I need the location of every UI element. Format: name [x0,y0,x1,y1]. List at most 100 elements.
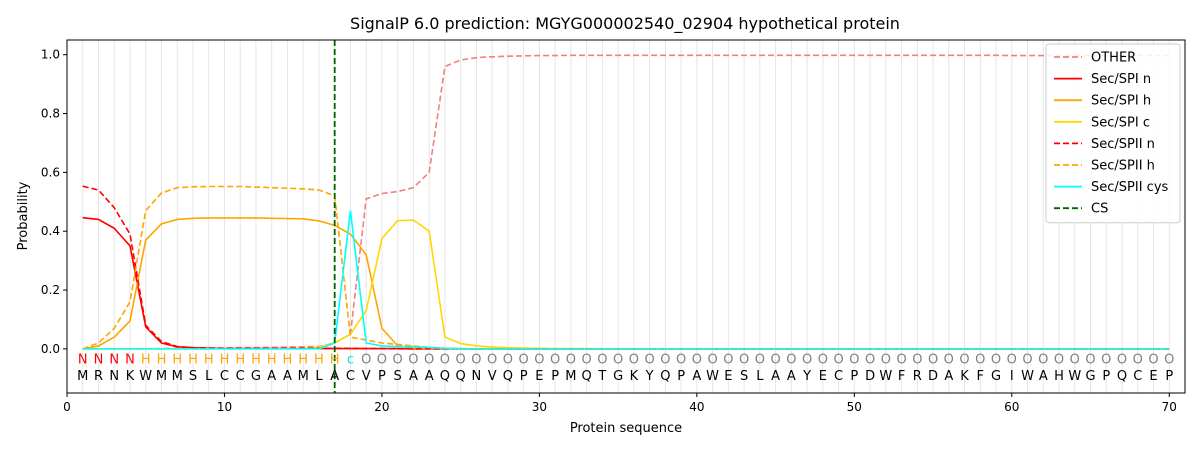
residue-letter: W [706,369,719,384]
residue-letter: E [1149,369,1157,384]
residue-letter: C [236,369,245,384]
region-label: O [566,353,576,368]
residue-letter: W [1068,369,1081,384]
region-label: O [896,353,906,368]
residue-letter: E [724,369,732,384]
region-label: O [1070,353,1080,368]
region-label: O [1085,353,1095,368]
residue-letter: P [378,369,386,384]
legend-label: OTHER [1091,51,1136,66]
region-label: N [125,353,135,368]
residue-letter: A [409,369,418,384]
residue-letter: S [189,369,197,384]
y-tick-label: 0.2 [41,283,60,297]
residue-letter: W [139,369,152,384]
residue-layer: NMNRNNNKHWHMHMHSHLHCHCHGHAHAHMHLHAcCOVOP… [77,353,1174,384]
residue-letter: C [1133,369,1142,384]
region-label: O [959,353,969,368]
residue-letter: A [267,369,276,384]
y-tick-label: 0.6 [41,165,60,179]
legend: OTHER Sec/SPI n Sec/SPI h Sec/SPI c Sec/SPII… [1045,43,1181,224]
residue-letter: A [944,369,953,384]
residue-letter: M [565,369,576,384]
residue-letter: Q [582,369,592,384]
residue-letter: C [834,369,843,384]
region-label: c [347,353,354,368]
residue-letter: M [156,369,167,384]
region-label: O [865,353,875,368]
region-label: O [676,353,686,368]
y-tick-label: 0.8 [41,107,60,121]
y-axis-label: Probability [16,181,31,250]
region-label: O [1101,353,1111,368]
region-label: O [645,353,655,368]
legend-box [1045,43,1181,224]
region-label: O [802,353,812,368]
legend-label: Sec/SPII h [1091,159,1155,174]
residue-letter: A [1039,369,1048,384]
region-label: O [393,353,403,368]
x-tick-label: 50 [847,400,862,414]
series-line [82,210,1170,350]
region-label: O [739,353,749,368]
residue-letter: L [756,369,764,384]
x-tick-label: 40 [689,400,704,414]
residue-letter: L [205,369,213,384]
residue-letter: A [425,369,434,384]
region-label: O [833,353,843,368]
plot-frame [66,39,1186,394]
x-axis-label: Protein sequence [570,421,682,436]
region-label: O [629,353,639,368]
x-tick-label: 0 [63,400,71,414]
residue-letter: R [94,369,103,384]
region-label: N [78,353,88,368]
residue-letter: C [220,369,229,384]
region-label: O [550,353,560,368]
y-tick-label: 1.0 [41,48,60,62]
series-line [82,217,1170,350]
residue-letter: P [1165,369,1173,384]
legend-label: Sec/SPII n [1091,137,1155,152]
region-label: O [1038,353,1048,368]
x-tick-label: 60 [1004,400,1019,414]
region-label: O [1022,353,1032,368]
residue-letter: A [330,369,339,384]
region-label: O [912,353,922,368]
residue-letter: M [172,369,183,384]
x-tick-label: 10 [217,400,232,414]
residue-letter: P [520,369,528,384]
region-label: O [692,353,702,368]
series-line [82,219,1170,350]
region-label: H [235,353,245,368]
region-label: N [109,353,119,368]
region-label: O [991,353,1001,368]
series-layer [82,54,1170,350]
residue-letter: Q [456,369,466,384]
residue-letter: V [362,369,371,384]
region-label: N [94,353,104,368]
region-label: O [503,353,513,368]
region-label: H [283,353,293,368]
residue-letter: D [928,369,938,384]
residue-letter: M [298,369,309,384]
residue-letter: A [283,369,292,384]
region-label: O [471,353,481,368]
residue-letter: G [991,369,1001,384]
region-label: O [519,353,529,368]
residue-letter: P [551,369,559,384]
residue-letter: H [1054,369,1064,384]
legend-label: Sec/SPI c [1091,115,1150,130]
legend-label: Sec/SPI h [1091,94,1151,109]
residue-letter: T [597,369,606,384]
region-label: O [755,353,765,368]
region-label: O [707,353,717,368]
region-label: H [330,353,340,368]
region-label: H [267,353,277,368]
region-label: H [251,353,261,368]
residue-letter: W [879,369,892,384]
region-label: H [220,353,230,368]
region-label: O [424,353,434,368]
region-label: H [157,353,167,368]
residue-letter: W [1021,369,1034,384]
residue-letter: G [1085,369,1095,384]
